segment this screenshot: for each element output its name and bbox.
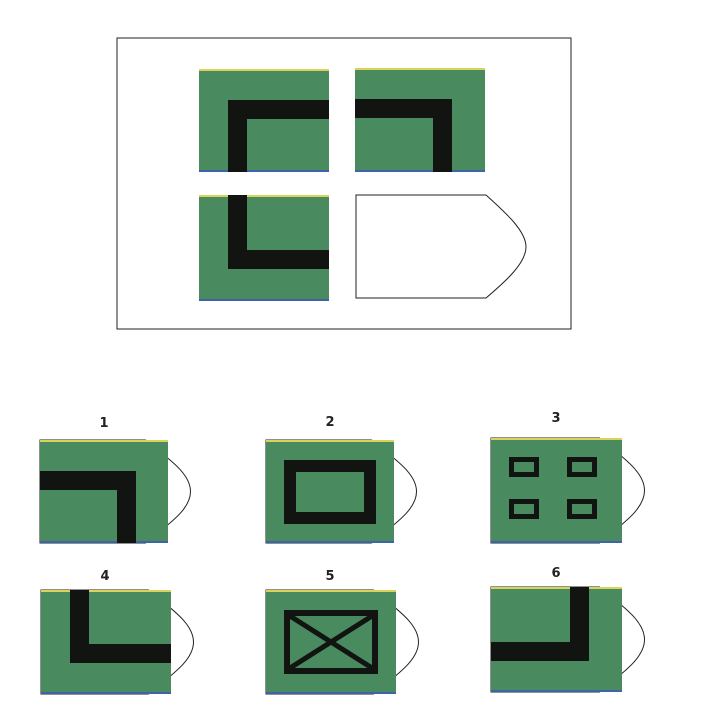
tile-top-edge xyxy=(199,69,329,71)
matrix-frame xyxy=(116,37,572,330)
tile-bottom-edge xyxy=(40,541,168,543)
black-bar xyxy=(117,471,136,543)
option-5[interactable] xyxy=(265,589,420,695)
black-bar xyxy=(228,100,329,119)
option-number-1: 1 xyxy=(99,416,109,431)
matrix-grid xyxy=(199,68,527,301)
square-frame-shape xyxy=(284,460,376,524)
tile-top-edge xyxy=(199,195,329,197)
tile-background xyxy=(40,440,168,543)
black-bar xyxy=(228,100,247,172)
option-3[interactable] xyxy=(490,437,646,544)
crossed-frame-border xyxy=(284,610,378,674)
option-number-5: 5 xyxy=(325,569,335,584)
tile-bottom-edge xyxy=(491,690,622,692)
tile-bottom-edge xyxy=(199,170,329,172)
small-frame-shape xyxy=(509,457,539,477)
black-bar xyxy=(228,250,329,269)
tile-top-edge xyxy=(266,590,396,592)
tile-top-edge xyxy=(491,587,622,589)
missing-cell-outline xyxy=(355,194,527,299)
tile-background xyxy=(355,68,485,172)
black-bar xyxy=(70,644,171,663)
option-number-4: 4 xyxy=(100,569,110,584)
answer-options xyxy=(39,437,646,695)
small-frame-shape xyxy=(567,457,597,477)
option-6[interactable] xyxy=(490,586,646,693)
tile-bottom-edge xyxy=(266,541,394,543)
option-number-3: 3 xyxy=(551,411,561,426)
black-bar xyxy=(491,642,589,661)
small-frame-shape xyxy=(509,499,539,519)
tile-top-edge xyxy=(41,590,171,592)
tile-background xyxy=(491,438,622,543)
tile-background xyxy=(41,590,171,694)
tile-background xyxy=(199,69,329,172)
tile-bottom-edge xyxy=(199,299,329,301)
tile-bottom-edge xyxy=(355,170,485,172)
tile-background xyxy=(199,195,329,301)
tile-top-edge xyxy=(355,68,485,70)
tile-bottom-edge xyxy=(266,692,396,694)
option-1[interactable] xyxy=(39,439,192,544)
tile-background xyxy=(491,587,622,692)
option-number-2: 2 xyxy=(325,415,335,430)
matrix-cell-bottom-left xyxy=(199,195,329,301)
cross-diagonal-b xyxy=(288,613,374,671)
matrix-cell-top-right xyxy=(355,68,485,172)
tile-bottom-edge xyxy=(41,692,171,694)
black-bar xyxy=(355,99,452,118)
matrix-cell-top-left xyxy=(199,69,329,172)
option-2[interactable] xyxy=(265,439,418,544)
tile-bottom-edge xyxy=(491,541,622,543)
tile-top-edge xyxy=(266,440,394,442)
tile-top-edge xyxy=(491,438,622,440)
option-4[interactable] xyxy=(40,589,195,695)
black-bar xyxy=(40,471,136,490)
small-frame-shape xyxy=(567,499,597,519)
tile-top-edge xyxy=(40,440,168,442)
black-bar xyxy=(433,99,452,172)
option-number-6: 6 xyxy=(551,566,561,581)
matrix-cell-missing xyxy=(355,194,527,299)
